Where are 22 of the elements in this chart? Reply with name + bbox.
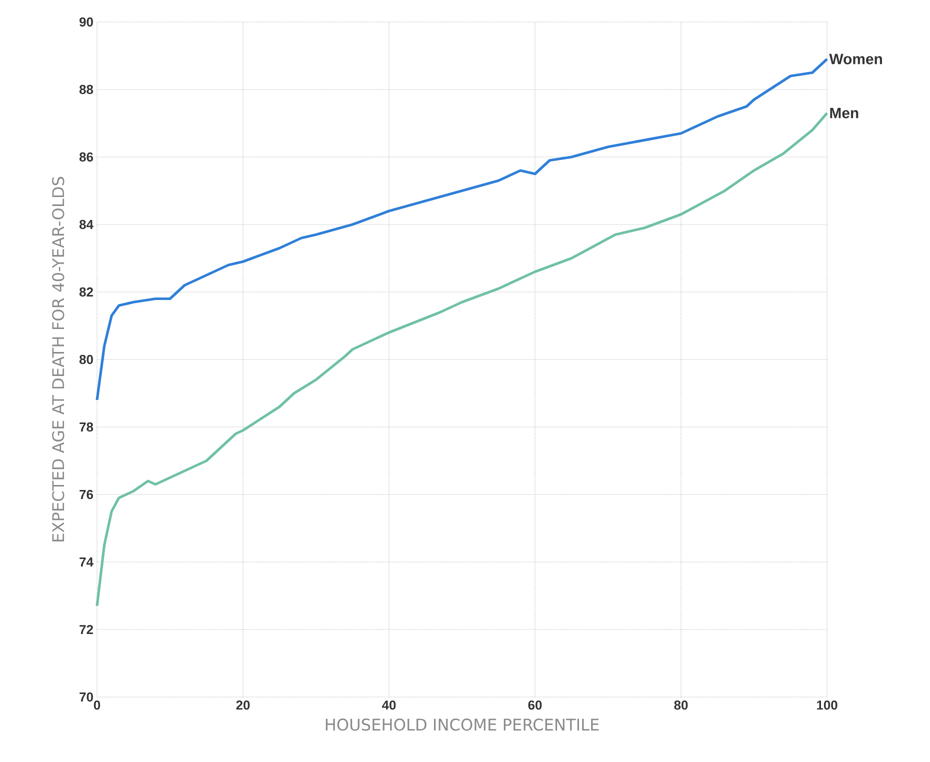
- x-tick-label: 100: [817, 700, 838, 710]
- y-tick-label: 78: [80, 422, 94, 432]
- y-tick-label: 88: [79, 84, 94, 94]
- y-tick-label: 74: [80, 558, 94, 566]
- series-label: Women: [829, 54, 882, 64]
- y-tick-label: 84: [79, 220, 94, 230]
- series-label: Men: [830, 108, 858, 118]
- x-tick-label: 60: [528, 700, 542, 710]
- x-tick-label: 20: [236, 700, 250, 710]
- y-tick-label: 70: [80, 692, 93, 702]
- x-tick-label: 0: [94, 700, 100, 710]
- y-axis-title: EXPECTED AGE AT DEATH FOR 40-YEAR-OLDS: [52, 176, 64, 542]
- y-tick-label: 76: [80, 490, 94, 500]
- x-tick-label: 40: [382, 700, 396, 710]
- x-tick-label: 80: [674, 700, 688, 710]
- y-tick-label: 80: [79, 354, 93, 364]
- y-tick-label: 82: [79, 287, 93, 297]
- x-axis-title: HOUSEHOLD INCOME PERCENTILE: [326, 718, 599, 731]
- y-tick-label: 72: [80, 624, 93, 634]
- y-tick-label: 86: [79, 152, 94, 162]
- line-series: [96, 112, 828, 608]
- y-tick-label: 90: [80, 17, 93, 27]
